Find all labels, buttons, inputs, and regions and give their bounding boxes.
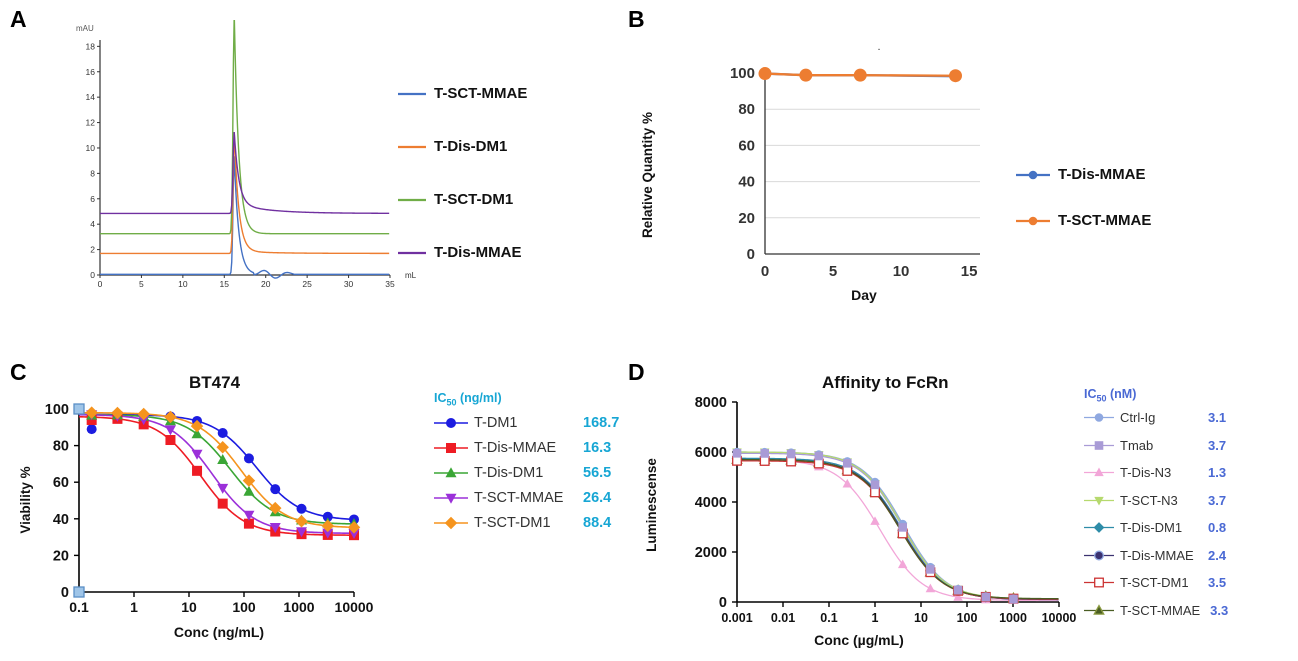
svg-text:30: 30 xyxy=(344,279,354,289)
svg-text:4: 4 xyxy=(90,219,95,229)
svg-text:6: 6 xyxy=(90,194,95,204)
svg-text:2: 2 xyxy=(90,245,95,255)
svg-text:10: 10 xyxy=(181,599,197,615)
svg-text:60: 60 xyxy=(53,475,69,491)
svg-text:60: 60 xyxy=(738,137,755,154)
svg-text:10000: 10000 xyxy=(335,599,374,615)
svg-text:12: 12 xyxy=(86,118,96,128)
svg-text:0: 0 xyxy=(747,246,755,263)
svg-text:20: 20 xyxy=(738,210,755,227)
svg-text:100: 100 xyxy=(957,611,978,625)
svg-text:5: 5 xyxy=(139,279,144,289)
svg-text:14: 14 xyxy=(86,92,96,102)
svg-text:Conc (µg/mL): Conc (µg/mL) xyxy=(814,632,904,648)
svg-text:0: 0 xyxy=(90,270,95,280)
svg-text:1000: 1000 xyxy=(283,599,314,615)
svg-text:2000: 2000 xyxy=(695,545,727,561)
svg-text:mAU: mAU xyxy=(76,24,94,33)
svg-text:25: 25 xyxy=(302,279,312,289)
svg-text:Viability %: Viability % xyxy=(18,466,33,533)
svg-text:10000: 10000 xyxy=(1042,611,1077,625)
svg-text:5: 5 xyxy=(829,263,837,280)
svg-text:15: 15 xyxy=(220,279,230,289)
svg-text:10: 10 xyxy=(178,279,188,289)
svg-text:0.1: 0.1 xyxy=(69,599,89,615)
svg-text:18: 18 xyxy=(86,41,96,51)
svg-text:100: 100 xyxy=(232,599,256,615)
svg-text:100: 100 xyxy=(45,402,69,418)
svg-text:0: 0 xyxy=(761,263,769,280)
svg-text:20: 20 xyxy=(261,279,271,289)
svg-text:35: 35 xyxy=(385,279,395,289)
svg-text:40: 40 xyxy=(53,512,69,528)
svg-text:0: 0 xyxy=(61,585,69,601)
svg-text:8: 8 xyxy=(90,168,95,178)
svg-text:10: 10 xyxy=(893,263,910,280)
svg-text:0.001: 0.001 xyxy=(721,611,752,625)
svg-text:100: 100 xyxy=(730,65,755,82)
svg-text:Day: Day xyxy=(851,287,877,303)
svg-text:6000: 6000 xyxy=(695,445,727,461)
svg-text:80: 80 xyxy=(738,101,755,118)
svg-text:80: 80 xyxy=(53,439,69,455)
svg-text:15: 15 xyxy=(961,263,978,280)
svg-text:10: 10 xyxy=(914,611,928,625)
svg-text:Conc (ng/mL): Conc (ng/mL) xyxy=(174,624,264,640)
svg-text:mL: mL xyxy=(405,271,417,280)
svg-text:40: 40 xyxy=(738,174,755,191)
svg-text:10: 10 xyxy=(86,143,96,153)
svg-text:0.1: 0.1 xyxy=(820,611,837,625)
svg-text:.: . xyxy=(877,41,880,53)
svg-text:1000: 1000 xyxy=(999,611,1027,625)
svg-text:1: 1 xyxy=(130,599,138,615)
svg-text:16: 16 xyxy=(86,67,96,77)
svg-text:0: 0 xyxy=(719,595,727,611)
svg-text:Relative Quantity %: Relative Quantity % xyxy=(640,112,655,238)
svg-text:1: 1 xyxy=(872,611,879,625)
svg-text:4000: 4000 xyxy=(695,495,727,511)
svg-text:8000: 8000 xyxy=(695,395,727,411)
svg-text:Luminescense: Luminescense xyxy=(644,458,659,552)
svg-text:20: 20 xyxy=(53,548,69,564)
svg-text:0: 0 xyxy=(98,279,103,289)
svg-text:0.01: 0.01 xyxy=(771,611,795,625)
